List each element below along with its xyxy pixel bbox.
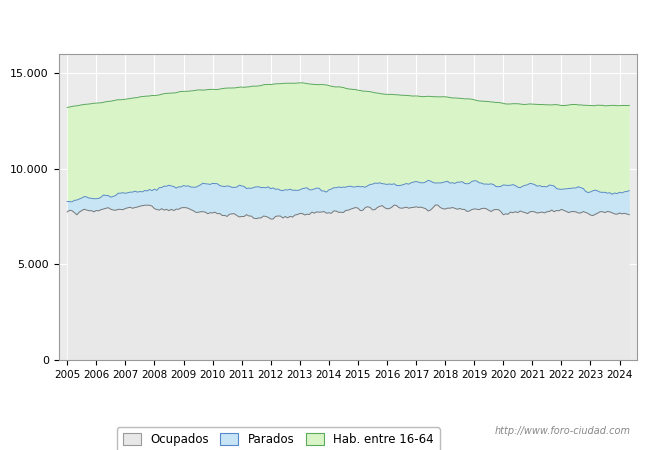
- Text: http://www.foro-ciudad.com: http://www.foro-ciudad.com: [495, 427, 630, 436]
- Legend: Ocupados, Parados, Hab. entre 16-64: Ocupados, Parados, Hab. entre 16-64: [117, 427, 440, 450]
- Text: Alcalá la Real - Evolucion de la poblacion en edad de Trabajar Mayo de 2024: Alcalá la Real - Evolucion de la poblaci…: [81, 16, 569, 29]
